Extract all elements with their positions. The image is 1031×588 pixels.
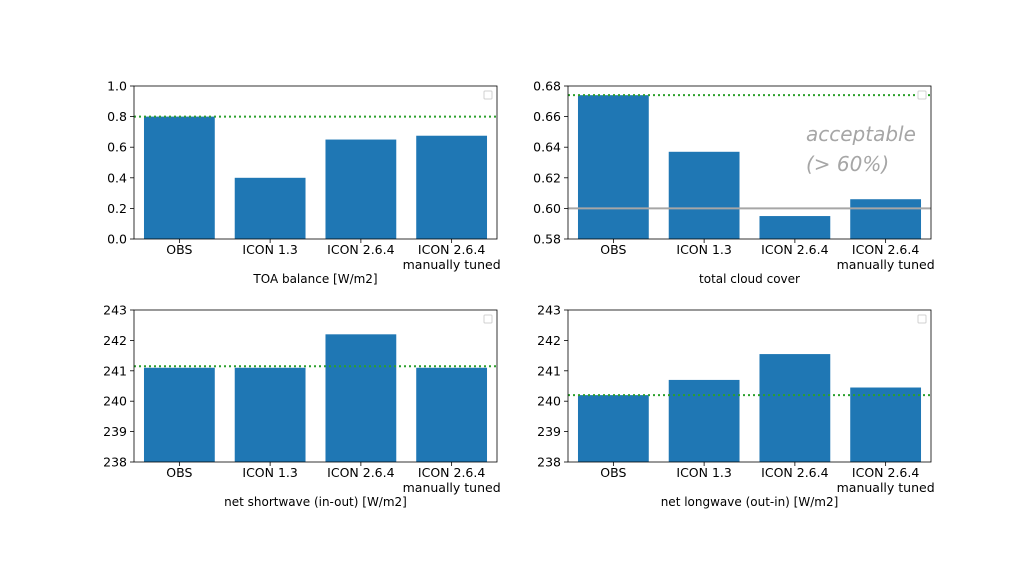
x-tick-label: manually tuned — [403, 257, 501, 272]
bar: OBS: 0.674 — [577, 95, 649, 240]
y-tick-label: 0.4 — [107, 170, 127, 185]
bar: ICON 1.3: 0.637 — [668, 151, 740, 239]
y-tick-label: 238 — [103, 455, 127, 470]
x-tick-label: manually tuned — [403, 480, 501, 495]
bar: ICON 2.6.4 manually tuned: 0.675 — [416, 135, 488, 239]
x-axis-label: net shortwave (in-out) [W/m2] — [224, 495, 407, 509]
chart-panel-4: OBS: 240.2 ICON 1.3: 240.7 ICON 2.6.4: 241… — [537, 303, 935, 510]
y-tick-label: 243 — [537, 303, 561, 318]
chart-panel-1: OBS: 0.8 ICON 1.3: 0.4 ICON 2.6.4: 0.65 ICO… — [107, 79, 501, 287]
bar: ICON 2.6.4: 0.595 — [759, 216, 831, 239]
x-tick-label: ICON 2.6.4 — [852, 465, 919, 480]
legend-box — [483, 90, 493, 100]
y-tick-label: 0.62 — [533, 170, 561, 185]
y-tick-label: 0.58 — [533, 232, 561, 247]
bar: ICON 2.6.4: 241.55 — [759, 354, 831, 462]
y-tick-label: 242 — [537, 333, 561, 348]
x-tick-label: ICON 1.3 — [242, 465, 297, 480]
y-tick-label: 241 — [537, 363, 561, 378]
x-tick-label: manually tuned — [837, 257, 935, 272]
bar: ICON 2.6.4 manually tuned: 240.45 — [850, 387, 922, 462]
bar: ICON 2.6.4: 0.65 — [325, 139, 397, 239]
bar: ICON 1.3: 240.7 — [668, 379, 740, 462]
y-tick-label: 0.8 — [107, 109, 127, 124]
x-tick-label: OBS — [166, 465, 192, 480]
x-axis-label: TOA balance [W/m2] — [252, 272, 377, 286]
chart-panel-2: OBS: 0.674 ICON 1.3: 0.637 ICON 2.6.4: 0.5… — [533, 79, 934, 287]
y-tick-label: 243 — [103, 303, 127, 318]
legend-box — [917, 314, 927, 324]
y-tick-label: 0.6 — [107, 140, 127, 155]
x-tick-label: ICON 2.6.4 — [418, 465, 485, 480]
x-tick-label: ICON 2.6.4 — [418, 242, 485, 257]
x-axis-label: net longwave (out-in) [W/m2] — [661, 495, 839, 509]
bar: ICON 1.3: 0.4 — [234, 177, 306, 239]
y-tick-label: 1.0 — [107, 79, 127, 94]
x-tick-label: ICON 1.3 — [242, 242, 297, 257]
y-tick-label: 240 — [103, 394, 127, 409]
axes-frame — [567, 85, 932, 240]
axes-frame — [567, 309, 932, 463]
y-tick-label: 0.64 — [533, 140, 561, 155]
y-tick-label: 0.68 — [533, 79, 561, 94]
x-tick-label: ICON 2.6.4 — [761, 242, 828, 257]
axes-frame — [133, 309, 498, 463]
y-tick-label: 240 — [537, 394, 561, 409]
bar: ICON 2.6.4 manually tuned: 0.606 — [850, 199, 922, 239]
y-tick-label: 239 — [103, 424, 127, 439]
y-tick-label: 0.0 — [107, 232, 127, 247]
annotation-text: acceptable — [806, 122, 916, 146]
x-tick-label: ICON 1.3 — [676, 465, 731, 480]
x-tick-label: ICON 2.6.4 — [761, 465, 828, 480]
y-tick-label: 241 — [103, 363, 127, 378]
x-tick-label: OBS — [166, 242, 192, 257]
x-tick-label: OBS — [600, 242, 626, 257]
x-tick-label: ICON 2.6.4 — [852, 242, 919, 257]
legend-box — [483, 314, 493, 324]
x-tick-label: manually tuned — [837, 480, 935, 495]
y-tick-label: 0.66 — [533, 109, 561, 124]
x-tick-label: ICON 2.6.4 — [327, 465, 394, 480]
x-tick-label: ICON 1.3 — [676, 242, 731, 257]
bar: ICON 2.6.4: 242.2 — [325, 334, 397, 462]
bar: OBS: 0.8 — [143, 116, 215, 239]
bar: ICON 2.6.4 manually tuned: 241.1 — [416, 367, 488, 462]
annotation-text: (> 60%) — [806, 152, 889, 176]
chart-panel-3: OBS: 241.1 ICON 1.3: 241.1 ICON 2.6.4: 242… — [103, 303, 501, 510]
bar: OBS: 241.1 — [143, 367, 215, 462]
bar: ICON 1.3: 241.1 — [234, 367, 306, 462]
y-tick-label: 0.60 — [533, 201, 561, 216]
x-axis-label: total cloud cover — [699, 272, 800, 286]
legend-box — [917, 90, 927, 100]
y-tick-label: 239 — [537, 424, 561, 439]
axes-frame — [133, 85, 498, 240]
bar: OBS: 240.2 — [577, 395, 649, 462]
x-tick-label: OBS — [600, 465, 626, 480]
y-tick-label: 0.2 — [107, 201, 127, 216]
x-tick-label: ICON 2.6.4 — [327, 242, 394, 257]
y-tick-label: 242 — [103, 333, 127, 348]
y-tick-label: 238 — [537, 455, 561, 470]
